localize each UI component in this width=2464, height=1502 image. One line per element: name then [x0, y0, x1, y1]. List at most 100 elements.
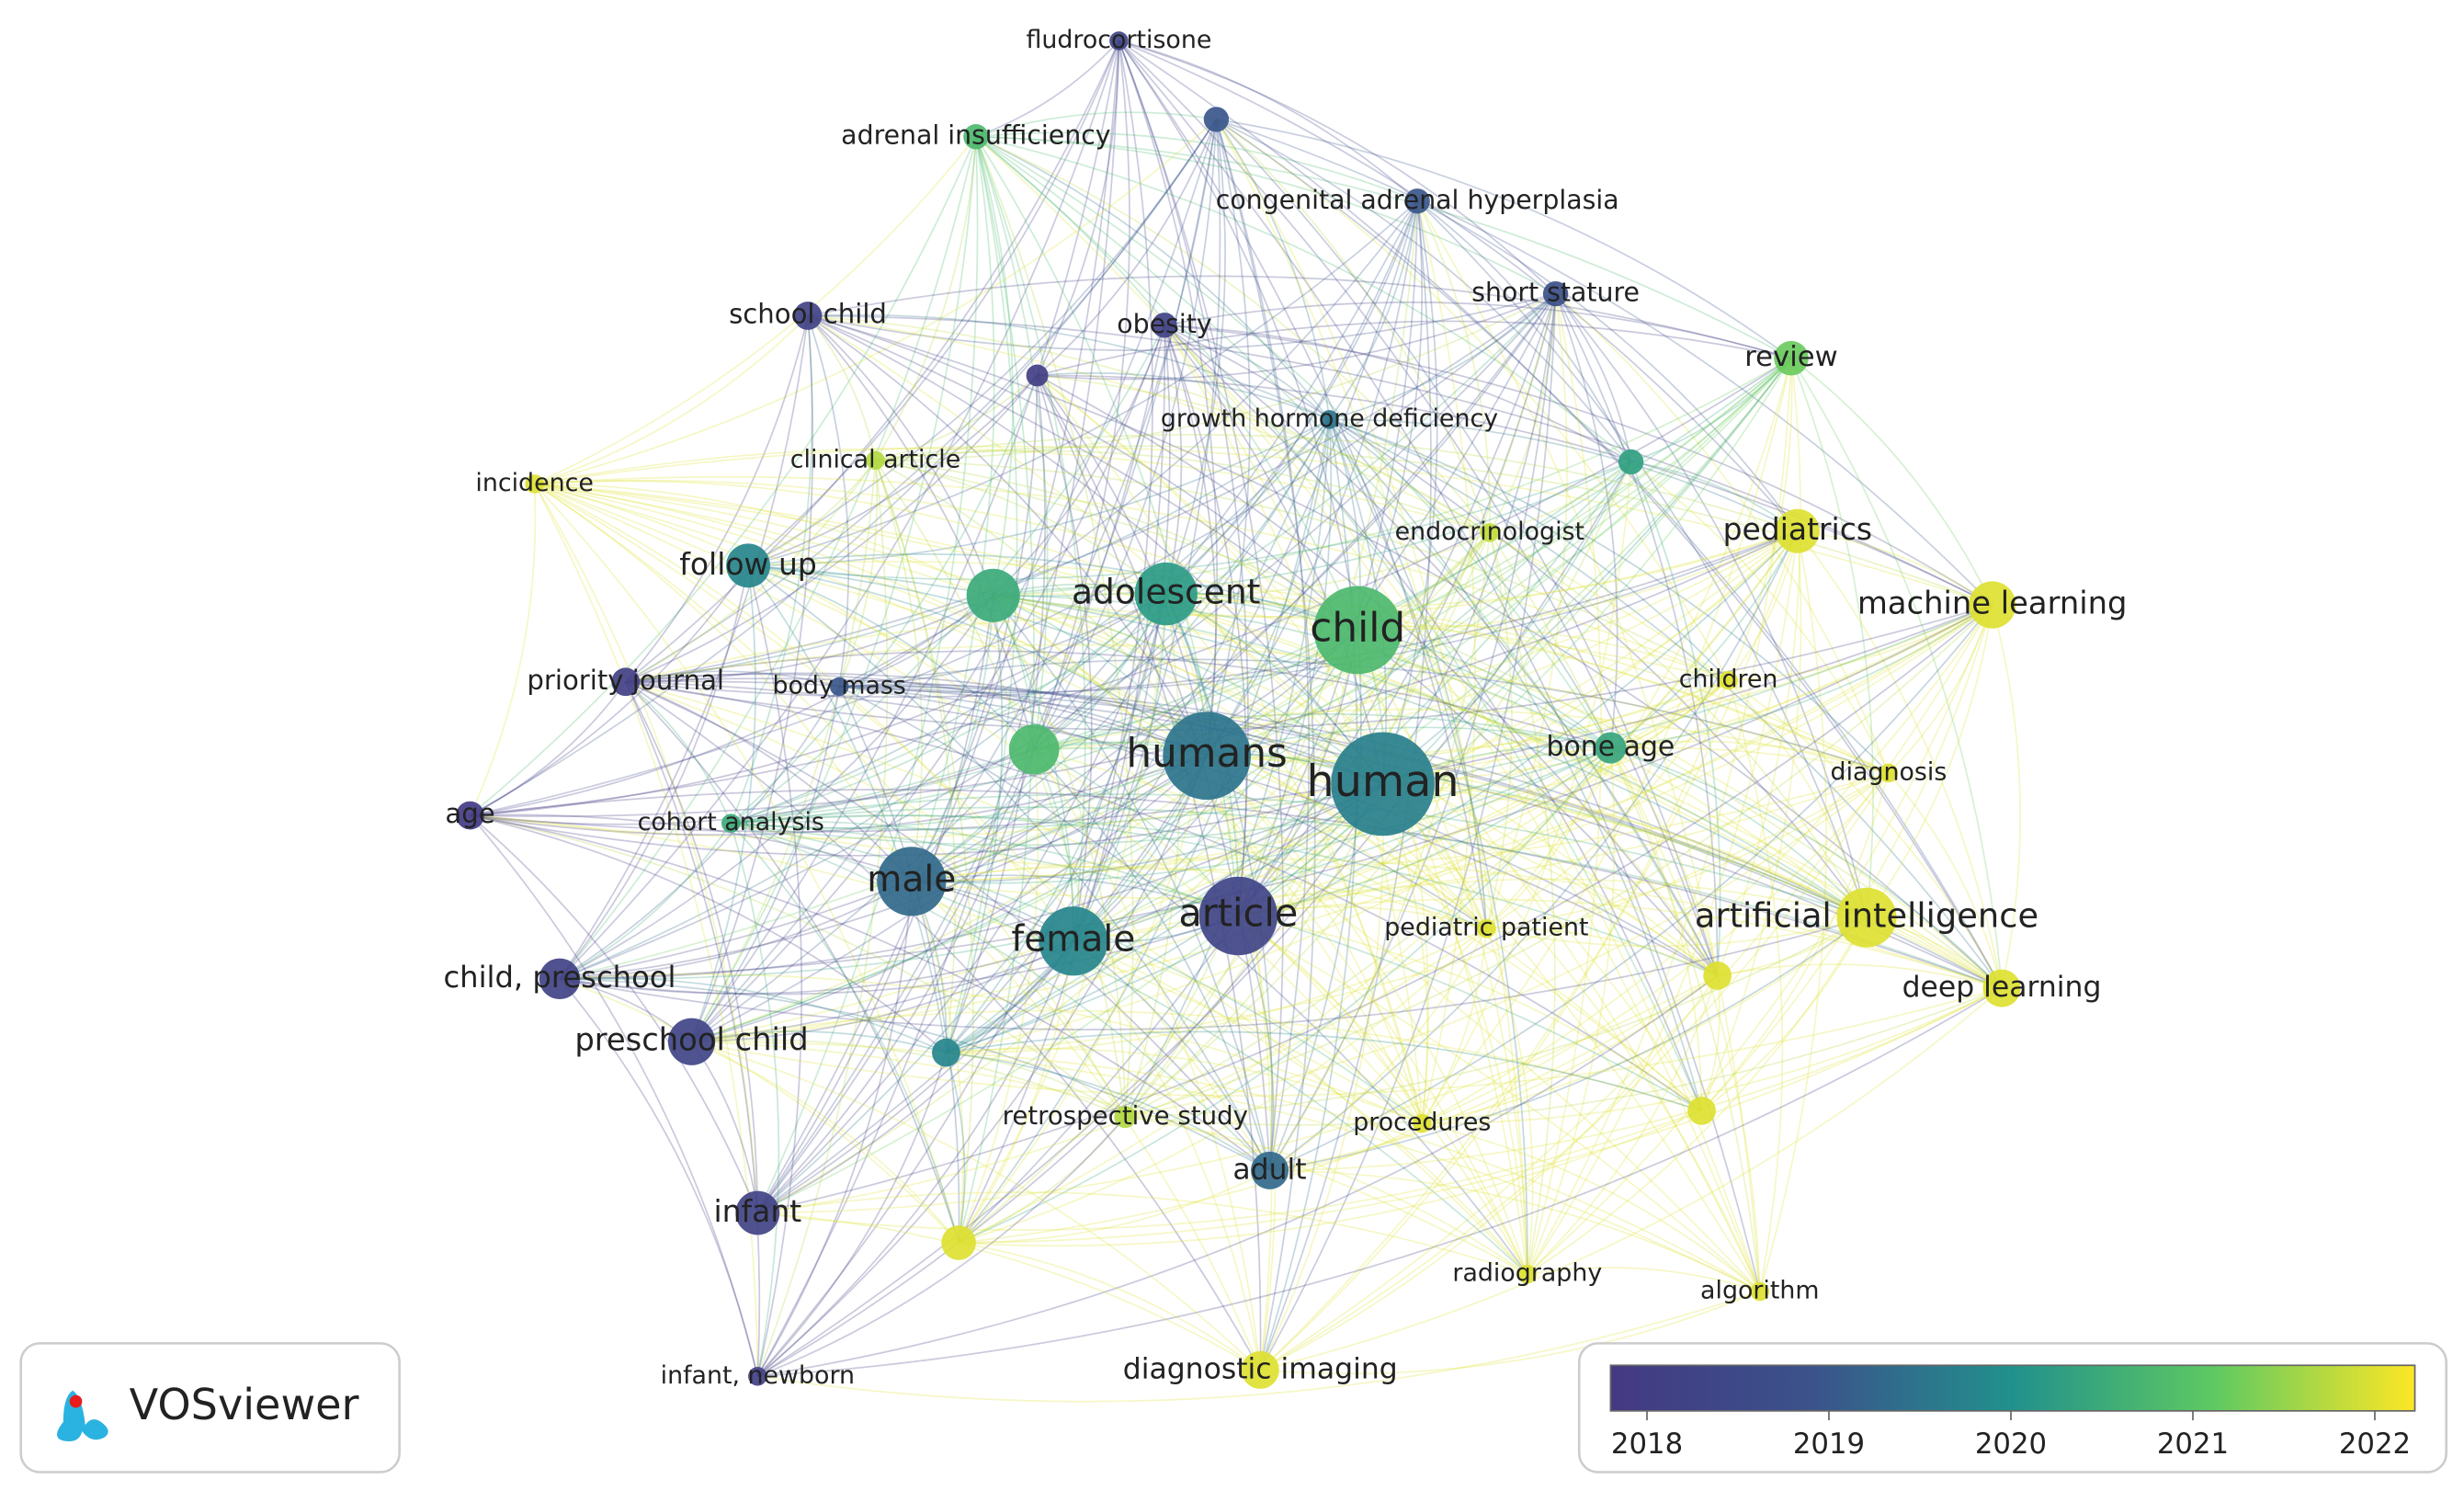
edge [534, 483, 913, 882]
edge [1124, 630, 1359, 1118]
edge [1700, 772, 1890, 1111]
edge [1037, 320, 1792, 377]
edge [1269, 916, 1868, 1172]
edge [1237, 293, 1557, 917]
edge [1422, 987, 2003, 1124]
edge [1207, 755, 1719, 977]
edge [625, 460, 877, 683]
color-legend: 2018 2019 2020 2021 2022 [1577, 1342, 2447, 1474]
tick-label: 2022 [2339, 1428, 2411, 1461]
tick-label: 2020 [1975, 1428, 2047, 1461]
node [793, 302, 823, 330]
edge [625, 315, 809, 683]
edge [946, 927, 1487, 1054]
edge [1238, 679, 1730, 917]
edge [1527, 975, 1719, 1275]
edge [1259, 604, 1993, 1371]
edge [1260, 987, 2003, 1371]
node [1331, 732, 1435, 836]
node [1719, 670, 1738, 690]
edge [946, 1052, 1761, 1292]
edge [625, 672, 1383, 785]
edge [747, 564, 1035, 750]
edge [946, 1052, 1270, 1172]
edge [757, 604, 1993, 1214]
edge [756, 324, 1165, 1214]
edge [946, 1030, 1702, 1112]
edge [975, 136, 1049, 750]
edge [911, 358, 1792, 882]
edge [1164, 324, 1719, 976]
edge [470, 593, 1167, 816]
edge [1328, 418, 1488, 929]
node-label: infant [713, 1193, 801, 1229]
edge [1118, 40, 2003, 989]
edge [1797, 530, 2003, 989]
node-label: pediatric patient [1384, 914, 1588, 942]
edge [1268, 630, 1362, 1171]
node-label: fludrocortisone [1027, 26, 1212, 54]
edge [911, 783, 1383, 883]
node-label: age [445, 798, 494, 829]
edge [992, 595, 1127, 1118]
edge [975, 131, 1418, 202]
edge [756, 293, 1557, 1214]
edge [690, 460, 877, 1042]
node [1969, 581, 2016, 629]
node-label: school child [729, 299, 887, 330]
edge [1165, 529, 1799, 609]
edge [1728, 604, 1993, 681]
edge [958, 419, 1331, 1244]
edge [911, 874, 1239, 917]
edge [1357, 624, 1729, 681]
edge [911, 375, 1039, 882]
edge [1237, 915, 1528, 1275]
edge [625, 681, 1262, 1371]
edge [1485, 927, 1534, 1275]
edge [838, 200, 1418, 688]
edge [1527, 358, 1792, 1275]
edge [958, 755, 1208, 1244]
edge [1215, 119, 1491, 533]
edge [1124, 419, 1331, 1118]
edge [1485, 532, 1513, 929]
edge [534, 447, 1491, 534]
edge [1164, 593, 1273, 1371]
node [1542, 280, 1569, 307]
edge [559, 604, 1993, 980]
edge [1329, 418, 1730, 681]
edge [1033, 748, 1703, 1112]
edge [470, 292, 1557, 816]
edge [1269, 1169, 1761, 1292]
edge [958, 927, 1487, 1244]
edge [747, 119, 1218, 567]
edge [839, 686, 2003, 989]
edge [1215, 119, 1528, 1275]
edge [691, 604, 1993, 1043]
edge [470, 679, 1729, 839]
edge [747, 200, 1418, 567]
edge [534, 483, 1271, 1171]
edge [470, 595, 994, 816]
edge [534, 483, 1703, 1112]
edge [975, 136, 1761, 1292]
edge [1206, 726, 1611, 757]
edge [1036, 374, 1208, 757]
edge [1269, 927, 1488, 1172]
edge [470, 748, 1035, 825]
edge [691, 1039, 1126, 1119]
edge [534, 480, 1167, 595]
edge [559, 565, 749, 980]
edge [1485, 293, 1568, 929]
node [1039, 906, 1108, 976]
edge [1034, 529, 1799, 751]
edge [625, 529, 1799, 699]
edge [1382, 783, 2003, 989]
edge [1485, 747, 1612, 929]
edge [1034, 747, 1868, 918]
edge [1165, 593, 1890, 774]
edge [534, 483, 1035, 750]
edge [1206, 119, 1251, 757]
edge [1610, 604, 1993, 749]
edge [1037, 374, 1488, 929]
